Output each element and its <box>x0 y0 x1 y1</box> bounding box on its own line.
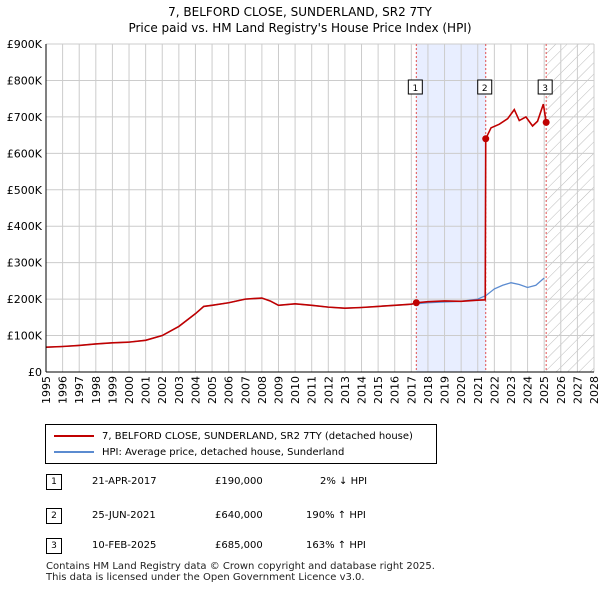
sale-point <box>412 299 420 307</box>
sale-point <box>482 135 490 143</box>
sale-label-box <box>477 79 493 95</box>
x-tick-label: 1998 <box>90 376 103 404</box>
legend-swatch-hpi <box>54 451 94 453</box>
y-tick-label: £0 <box>28 366 42 379</box>
y-tick-label: £200K <box>7 293 43 306</box>
footer-line-2: This data is licensed under the Open Gov… <box>46 572 365 583</box>
title-line-2: Price paid vs. HM Land Registry's House … <box>128 21 472 35</box>
transaction-number: 2 <box>46 508 62 524</box>
legend: 7, BELFORD CLOSE, SUNDERLAND, SR2 7TY (d… <box>45 424 437 464</box>
x-tick-label: 1999 <box>106 376 119 404</box>
shaded-period <box>416 44 487 372</box>
x-tick-label: 2018 <box>422 376 435 404</box>
transaction-number: 1 <box>46 474 62 490</box>
future-hatch <box>546 44 594 372</box>
transaction-price: £685,000 <box>215 540 263 551</box>
legend-label-price: 7, BELFORD CLOSE, SUNDERLAND, SR2 7TY (d… <box>102 430 413 442</box>
sale-point <box>542 118 550 126</box>
x-tick-label: 2002 <box>156 376 169 404</box>
x-tick-label: 2004 <box>189 376 202 404</box>
transaction-hpi: 190% ↑ HPI <box>306 510 366 521</box>
x-tick-label: 2016 <box>389 376 402 404</box>
y-tick-label: £900K <box>7 38 43 51</box>
transaction-date: 21-APR-2017 <box>92 476 157 487</box>
sale-label-box <box>537 79 553 95</box>
y-tick-label: £500K <box>7 184 43 197</box>
title-line-1: 7, BELFORD CLOSE, SUNDERLAND, SR2 7TY <box>168 5 432 19</box>
x-tick-label: 2021 <box>472 376 485 404</box>
footer-line-1: Contains HM Land Registry data © Crown c… <box>46 561 435 572</box>
x-tick-label: 2022 <box>488 376 501 404</box>
transaction-hpi: 2% ↓ HPI <box>320 476 368 487</box>
x-tick-label: 2010 <box>289 376 302 404</box>
x-tick-label: 2005 <box>206 376 219 404</box>
chart-title: 7, BELFORD CLOSE, SUNDERLAND, SR2 7TY Pr… <box>0 4 600 36</box>
y-tick-label: £100K <box>7 330 43 343</box>
x-tick-label: 2012 <box>322 376 335 404</box>
x-tick-label: 2007 <box>239 376 252 404</box>
x-tick-label: 1996 <box>57 376 70 404</box>
x-tick-label: 2011 <box>306 376 319 404</box>
x-tick-label: 2006 <box>223 376 236 404</box>
transaction-date: 10-FEB-2025 <box>92 540 157 551</box>
transaction-number: 3 <box>46 538 62 554</box>
footer: Contains HM Land Registry data © Crown c… <box>46 561 435 583</box>
x-tick-label: 2001 <box>140 376 153 404</box>
transaction-price: £640,000 <box>215 510 263 521</box>
legend-item-price: 7, BELFORD CLOSE, SUNDERLAND, SR2 7TY (d… <box>46 429 413 443</box>
x-tick-label: 1997 <box>73 376 86 404</box>
price-series-line <box>45 103 547 349</box>
legend-label-hpi: HPI: Average price, detached house, Sund… <box>102 446 345 458</box>
x-tick-label: 2014 <box>356 376 369 404</box>
sale-label-box <box>407 79 423 95</box>
legend-swatch-price <box>54 435 94 437</box>
x-tick-label: 1995 <box>40 376 53 404</box>
x-tick-label: 2017 <box>405 376 418 404</box>
x-tick-label: 2027 <box>571 376 584 404</box>
price-chart: 1 2 3 £0 £100K £200K £300K £400K £500K £600K £700… <box>7 38 600 404</box>
table-row: 3 10-FEB-2025 £685,000 163% ↑ HPI <box>0 538 600 558</box>
transaction-date: 25-JUN-2021 <box>92 510 156 521</box>
x-tick-label: 2019 <box>439 376 452 404</box>
sale-label: 2 <box>482 84 488 94</box>
table-row: 2 25-JUN-2021 £640,000 190% ↑ HPI <box>0 508 600 528</box>
transaction-hpi: 163% ↑ HPI <box>306 540 366 551</box>
x-tick-label: 2023 <box>505 376 518 404</box>
x-tick-label: 2003 <box>173 376 186 404</box>
y-tick-label: £600K <box>7 147 43 160</box>
x-tick-label: 2000 <box>123 376 136 404</box>
x-tick-label: 2015 <box>372 376 385 404</box>
transaction-price: £190,000 <box>215 476 263 487</box>
x-tick-label: 2025 <box>538 376 551 404</box>
y-tick-label: £700K <box>7 111 43 124</box>
x-tick-label: 2008 <box>256 376 269 404</box>
x-tick-label: 2020 <box>455 376 468 404</box>
y-tick-label: £800K <box>7 74 43 87</box>
x-tick-label: 2013 <box>339 376 352 404</box>
y-tick-label: £400K <box>7 220 43 233</box>
x-tick-label: 2009 <box>272 376 285 404</box>
sale-label: 1 <box>412 84 418 94</box>
x-tick-label: 2028 <box>588 376 600 404</box>
y-tick-label: £300K <box>7 257 43 270</box>
x-tick-label: 2024 <box>522 376 535 404</box>
sale-label: 3 <box>542 84 548 94</box>
table-row: 1 21-APR-2017 £190,000 2% ↓ HPI <box>0 474 600 494</box>
x-tick-label: 2026 <box>555 376 568 404</box>
legend-item-hpi: HPI: Average price, detached house, Sund… <box>46 445 344 459</box>
